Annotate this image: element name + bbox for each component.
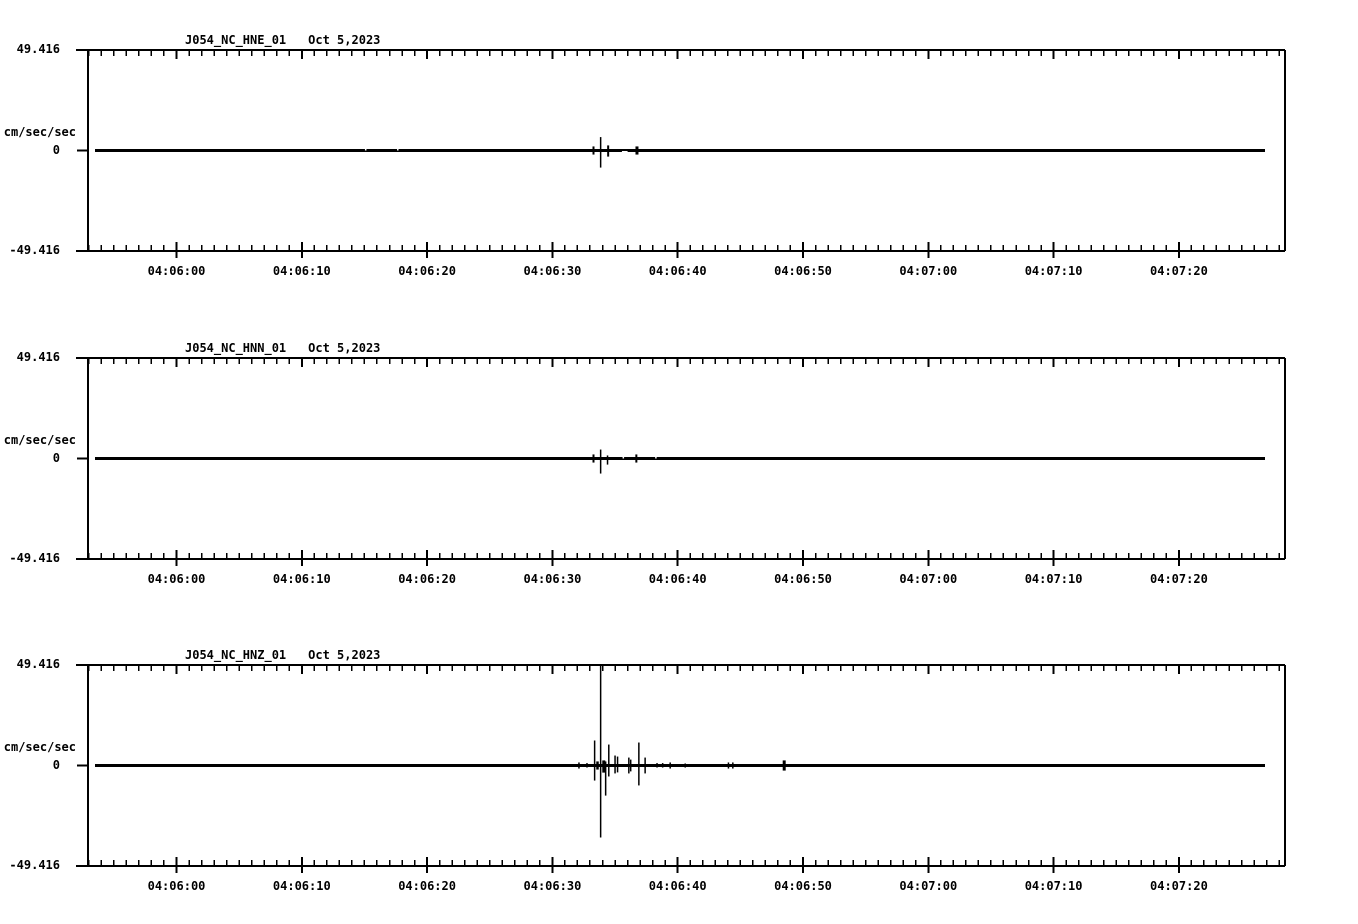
panel-title: J054_NC_HNE_01 Oct 5,2023: [185, 34, 380, 47]
y-zero-label: 0: [52, 143, 60, 157]
date-label: Oct 5,2023: [308, 341, 381, 355]
panel-hnz: 04:06:00 04:06:10 04:06:20 04:06:30 04:06:40…: [76, 664, 1286, 893]
x-tick-label: 04:07:10: [1025, 572, 1083, 586]
x-tick-label: 04:06:30: [524, 572, 582, 586]
y-unit-label: cm/sec/sec: [3, 125, 76, 139]
x-tick-label: 04:06:40: [649, 879, 707, 893]
x-tick-label: 04:06:40: [649, 264, 707, 278]
x-tick-label: 04:06:20: [398, 572, 456, 586]
x-tick-label: 04:06:00: [148, 264, 206, 278]
x-tick-label: 04:06:50: [774, 572, 832, 586]
panel-hnn: 04:06:00 04:06:10 04:06:20 04:06:30 04:06:40…: [76, 357, 1286, 586]
panel-title: J054_NC_HNZ_01 Oct 5,2023: [185, 649, 380, 662]
x-tick-label: 04:06:30: [524, 879, 582, 893]
trace-notch: [622, 457, 625, 459]
y-unit-label: cm/sec/sec: [3, 740, 76, 754]
y-min-label: -49.416: [9, 858, 60, 872]
trace-notch: [655, 457, 657, 459]
x-tick-label: 04:06:50: [774, 264, 832, 278]
x-tick-label: 04:06:10: [273, 879, 331, 893]
x-tick-label: 04:07:00: [899, 264, 957, 278]
trace-notch: [621, 151, 628, 153]
x-tick-label: 04:06:20: [398, 264, 456, 278]
x-tick-label: 04:07:20: [1150, 879, 1208, 893]
x-tick-label: 04:07:10: [1025, 879, 1083, 893]
y-unit-label: cm/sec/sec: [3, 433, 76, 447]
x-tick-label: 04:07:20: [1150, 264, 1208, 278]
x-tick-label: 04:07:00: [899, 572, 957, 586]
x-tick-label: 04:07:20: [1150, 572, 1208, 586]
date-label: Oct 5,2023: [308, 648, 381, 662]
x-tick-label: 04:06:10: [273, 264, 331, 278]
station-channel-label: J054_NC_HNN_01: [185, 341, 287, 355]
x-tick-label: 04:06:50: [774, 879, 832, 893]
y-min-label: -49.416: [9, 243, 60, 257]
station-channel-label: J054_NC_HNZ_01: [185, 648, 287, 662]
trace-notch: [397, 149, 399, 151]
x-tick-label: 04:06:10: [273, 572, 331, 586]
y-zero-label: 0: [52, 758, 60, 772]
y-zero-label: 0: [52, 451, 60, 465]
x-tick-label: 04:06:30: [524, 264, 582, 278]
panel-title: J054_NC_HNN_01 Oct 5,2023: [185, 342, 380, 355]
y-min-label: -49.416: [9, 551, 60, 565]
panel-hne: 04:06:00 04:06:10 04:06:20 04:06:30 04:06:40…: [76, 49, 1286, 278]
x-tick-label: 04:07:00: [899, 879, 957, 893]
y-max-label: 49.416: [16, 42, 60, 56]
y-max-label: 49.416: [16, 350, 60, 364]
date-label: Oct 5,2023: [308, 33, 381, 47]
x-tick-label: 04:06:00: [148, 879, 206, 893]
x-tick-label: 04:06:20: [398, 879, 456, 893]
x-tick-label: 04:06:00: [148, 572, 206, 586]
x-tick-label: 04:06:40: [649, 572, 707, 586]
y-max-label: 49.416: [16, 657, 60, 671]
trace-notch: [364, 149, 367, 151]
x-tick-label: 04:07:10: [1025, 264, 1083, 278]
station-channel-label: J054_NC_HNE_01: [185, 33, 287, 47]
